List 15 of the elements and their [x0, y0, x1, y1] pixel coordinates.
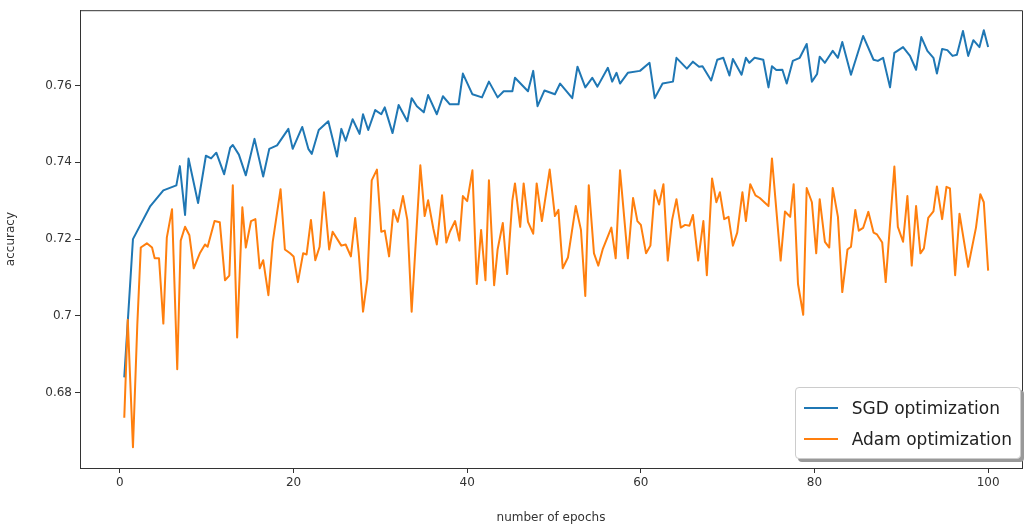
y-tick-label: 0.68	[45, 384, 72, 399]
y-tick-label: 0.7	[52, 308, 72, 323]
y-tick-label: 0.76	[45, 77, 72, 92]
y-axis-title: accuracy	[3, 212, 18, 267]
y-tick-label: 0.74	[45, 154, 72, 169]
x-tick-label: 0	[116, 475, 124, 490]
x-tick-label: 60	[633, 475, 649, 490]
y-tick-label: 0.72	[45, 231, 72, 246]
legend-label: SGD optimization	[851, 397, 1000, 418]
x-tick-label: 100	[976, 475, 1000, 490]
legend-label: Adam optimization	[851, 428, 1012, 449]
x-tick-label: 20	[285, 475, 302, 490]
x-tick-label: 40	[459, 475, 475, 490]
x-axis-title: number of epochs	[496, 509, 606, 524]
x-tick-label: 80	[806, 475, 823, 490]
